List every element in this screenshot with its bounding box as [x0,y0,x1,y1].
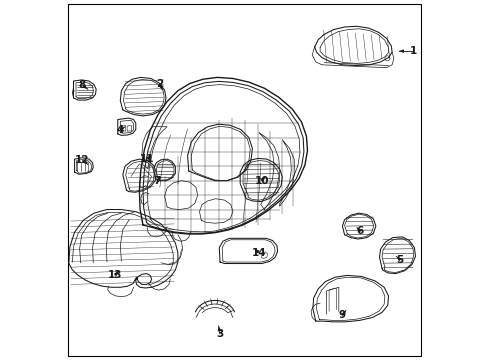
Text: 3: 3 [216,329,223,339]
Polygon shape [217,326,221,332]
Text: 12: 12 [75,155,90,165]
Polygon shape [114,271,118,276]
Text: 4: 4 [116,125,124,135]
Polygon shape [260,176,265,182]
Polygon shape [82,160,88,165]
Text: 5: 5 [396,255,403,265]
Polygon shape [82,85,88,89]
Polygon shape [120,127,125,131]
Polygon shape [341,310,346,316]
Polygon shape [156,177,161,182]
Text: 6: 6 [355,226,363,236]
Text: 13: 13 [107,270,122,280]
Text: 10: 10 [254,176,268,186]
Text: 9: 9 [338,310,346,320]
Polygon shape [396,256,401,261]
Text: 2: 2 [156,78,163,89]
Text: 8: 8 [78,80,85,90]
Polygon shape [159,84,162,90]
Text: 14: 14 [251,248,265,258]
Text: 7: 7 [153,176,161,186]
Polygon shape [254,248,259,253]
Polygon shape [356,228,361,233]
Polygon shape [146,155,151,160]
Text: 11: 11 [140,154,154,164]
Polygon shape [398,49,403,53]
Text: 1: 1 [408,46,416,56]
